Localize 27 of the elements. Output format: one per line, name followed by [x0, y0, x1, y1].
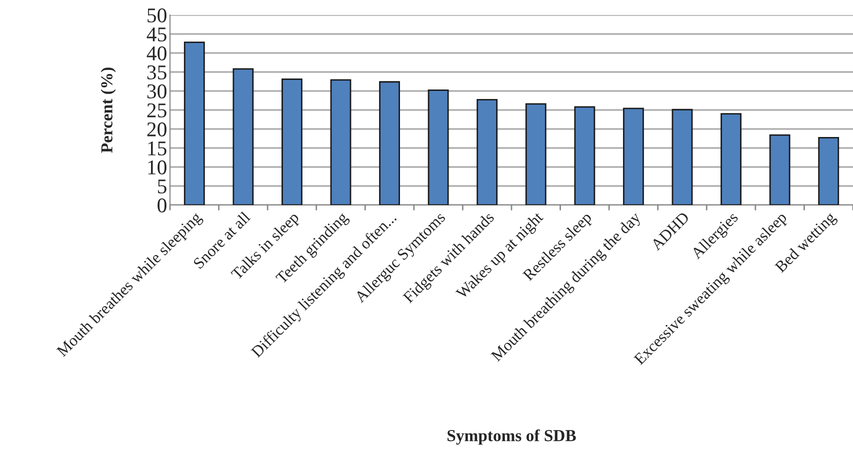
bar [428, 90, 449, 205]
x-axis-title: Symptoms of SDB [448, 429, 576, 445]
bar [379, 81, 400, 205]
bar [476, 99, 498, 205]
bar [623, 108, 644, 205]
y-axis-title: Percent (%) [100, 68, 116, 153]
y-tick-label: 15 [148, 141, 166, 156]
y-tick-label: 0 [158, 198, 166, 212]
y-tick-label: 30 [147, 84, 166, 98]
y-tick-label: 35 [147, 65, 166, 80]
bar [720, 113, 742, 205]
bar [672, 108, 693, 205]
bar [282, 78, 302, 205]
y-tick-label: 25 [147, 103, 166, 118]
bar [330, 79, 352, 205]
y-tick-label: 45 [146, 28, 166, 42]
bar [818, 137, 840, 205]
bar [184, 42, 205, 205]
bar [769, 134, 790, 205]
y-tick-label: 40 [146, 46, 166, 60]
y-tick-label: 50 [148, 8, 166, 22]
y-tick-label: 10 [148, 160, 166, 174]
y-tick-label: 5 [158, 180, 166, 194]
y-tick-label: 20 [147, 122, 166, 136]
bar [574, 106, 596, 205]
bar [525, 103, 546, 205]
bar [232, 68, 254, 205]
